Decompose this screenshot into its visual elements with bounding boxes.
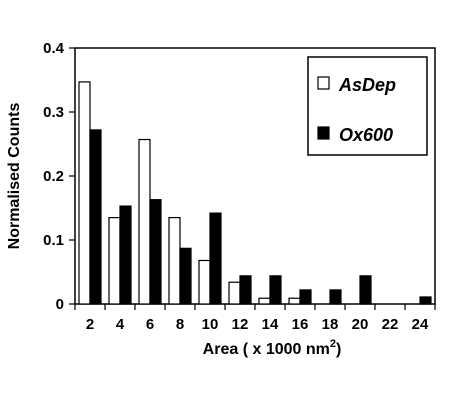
x-tick-label: 2 <box>86 316 94 333</box>
bar-ox600-2 <box>89 129 102 305</box>
bar-ox600-10 <box>209 212 222 305</box>
x-tick-label: 14 <box>262 316 279 333</box>
bar-asdep-16 <box>288 297 301 305</box>
bar-ox600-24 <box>419 296 432 305</box>
legend-swatch-ox600 <box>317 126 330 140</box>
y-tick-label: 0.2 <box>43 168 64 185</box>
x-tick-label: 12 <box>232 316 249 333</box>
bar-asdep-8 <box>168 217 181 305</box>
x-tick-label: 8 <box>176 316 184 333</box>
x-tick-label: 16 <box>292 316 309 333</box>
bar-ox600-20 <box>359 275 372 305</box>
bar-ox600-14 <box>269 275 282 305</box>
x-tick-label: 6 <box>146 316 154 333</box>
bar-ox600-12 <box>239 275 252 305</box>
y-axis-title: Normalised Counts <box>6 103 23 250</box>
x-axis-title-main: Area ( x 1000 nm <box>203 341 330 358</box>
y-tick-label: 0 <box>56 296 64 313</box>
bars-layer <box>78 81 432 305</box>
bar-asdep-2 <box>78 81 91 305</box>
legend: AsDep Ox600 <box>307 56 428 156</box>
x-tick-label: 20 <box>352 316 369 333</box>
y-tick-label: 0.4 <box>43 40 65 57</box>
y-tick-label: 0.1 <box>43 232 64 249</box>
bar-ox600-8 <box>179 247 192 305</box>
bar-asdep-6 <box>138 138 151 305</box>
x-axis-title-end: ) <box>336 341 341 358</box>
y-tick-label: 0.3 <box>43 104 64 121</box>
x-tick-label: 22 <box>382 316 399 333</box>
bar-asdep-14 <box>258 297 271 305</box>
x-tick-label: 24 <box>412 316 429 333</box>
bar-ox600-6 <box>149 199 162 305</box>
bar-ox600-18 <box>329 289 342 305</box>
bar-asdep-10 <box>198 259 211 305</box>
x-tick-label: 18 <box>322 316 339 333</box>
bar-asdep-4 <box>108 217 121 305</box>
x-axis-title-superscript: 2 <box>330 338 336 350</box>
x-axis-title: Area ( x 1000 nm2) <box>203 338 342 358</box>
bar-ox600-4 <box>119 205 132 305</box>
bar-ox600-16 <box>299 289 312 305</box>
legend-label-asdep: AsDep <box>338 75 396 95</box>
x-tick-label: 10 <box>202 316 219 333</box>
legend-swatch-asdep <box>317 76 330 90</box>
x-tick-label: 4 <box>116 316 125 333</box>
bar-asdep-12 <box>228 281 241 305</box>
legend-label-ox600: Ox600 <box>339 125 393 145</box>
